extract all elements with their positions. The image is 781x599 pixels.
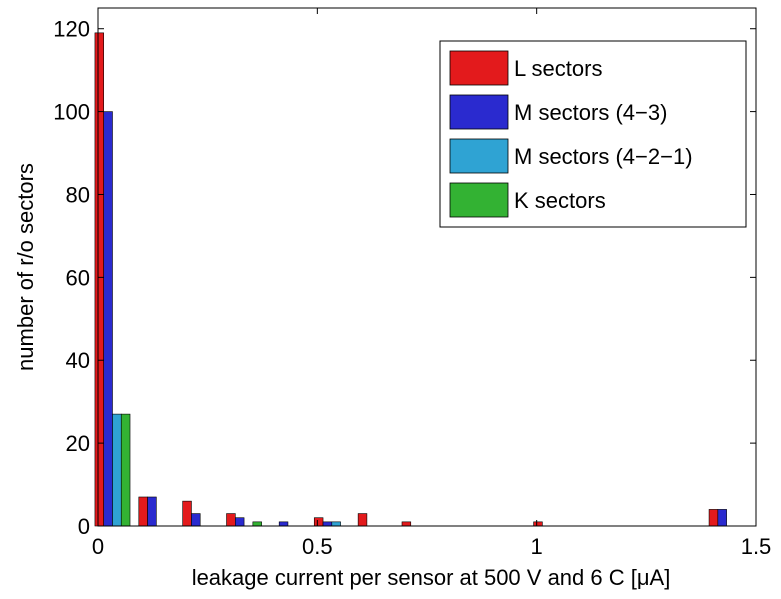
bar-series-2-bin-0 [112, 413, 122, 527]
bars-group [94, 32, 727, 527]
bar-series-1-bin-2 [191, 513, 201, 527]
bar-series-1-bin-0 [103, 111, 113, 527]
y-axis-title: number of r/o sectors [13, 163, 38, 371]
bar-series-1-bin-4 [278, 521, 289, 527]
x-axis-title: leakage current per sensor at 500 V and … [192, 565, 671, 590]
legend-label-3: K sectors [514, 188, 606, 213]
bar-series-0-bin-7 [401, 521, 412, 527]
legend-label-2: M sectors (4−2−1) [514, 144, 693, 169]
y-tick-label: 80 [66, 182, 90, 207]
bar-series-1-bin-14 [717, 509, 727, 527]
legend-label-0: L sectors [514, 56, 602, 81]
x-tick-label: 0 [92, 534, 104, 559]
bar-series-0-bin-2 [182, 500, 192, 527]
bar-series-3-bin-3 [252, 521, 262, 527]
x-tick-label: 1.5 [741, 534, 772, 559]
bar-series-1-bin-5 [322, 521, 333, 527]
bar-series-0-bin-0 [94, 32, 105, 527]
bar-series-0-bin-14 [708, 509, 719, 527]
legend-swatch-2 [449, 138, 509, 174]
axis-ticks-group [97, 8, 757, 527]
y-tick-label: 100 [53, 100, 90, 125]
bar-series-1-bin-3 [235, 517, 245, 527]
bar-series-0-bin-3 [226, 513, 236, 527]
bar-series-2-bin-5 [331, 521, 341, 527]
y-tick-label: 120 [53, 17, 90, 42]
x-tick-label: 0.5 [302, 534, 333, 559]
axis-tick-labels-group: 0 0.5 1 1.5 0 20 40 60 80 100 120 [53, 17, 771, 559]
legend-swatch-0 [449, 50, 509, 86]
legend-label-1: M sectors (4−3) [514, 100, 667, 125]
y-tick-label: 60 [66, 265, 90, 290]
bar-series-3-bin-0 [120, 413, 131, 527]
bar-series-0-bin-6 [357, 513, 368, 527]
legend-swatch-3 [449, 182, 509, 218]
bar-series-0-bin-5 [313, 517, 324, 527]
y-tick-label: 20 [66, 431, 90, 456]
plot-area-frame [97, 7, 757, 527]
x-tick-label: 1 [531, 534, 543, 559]
legend: L sectors M sectors (4−3) M sectors (4−2−1… [439, 40, 747, 228]
bar-series-1-bin-1 [147, 496, 157, 527]
y-tick-label: 0 [78, 514, 90, 539]
y-tick-label: 40 [66, 348, 90, 373]
legend-swatch-1 [449, 94, 509, 130]
bar-series-0-bin-10 [533, 521, 543, 527]
bar-series-0-bin-1 [138, 496, 148, 527]
